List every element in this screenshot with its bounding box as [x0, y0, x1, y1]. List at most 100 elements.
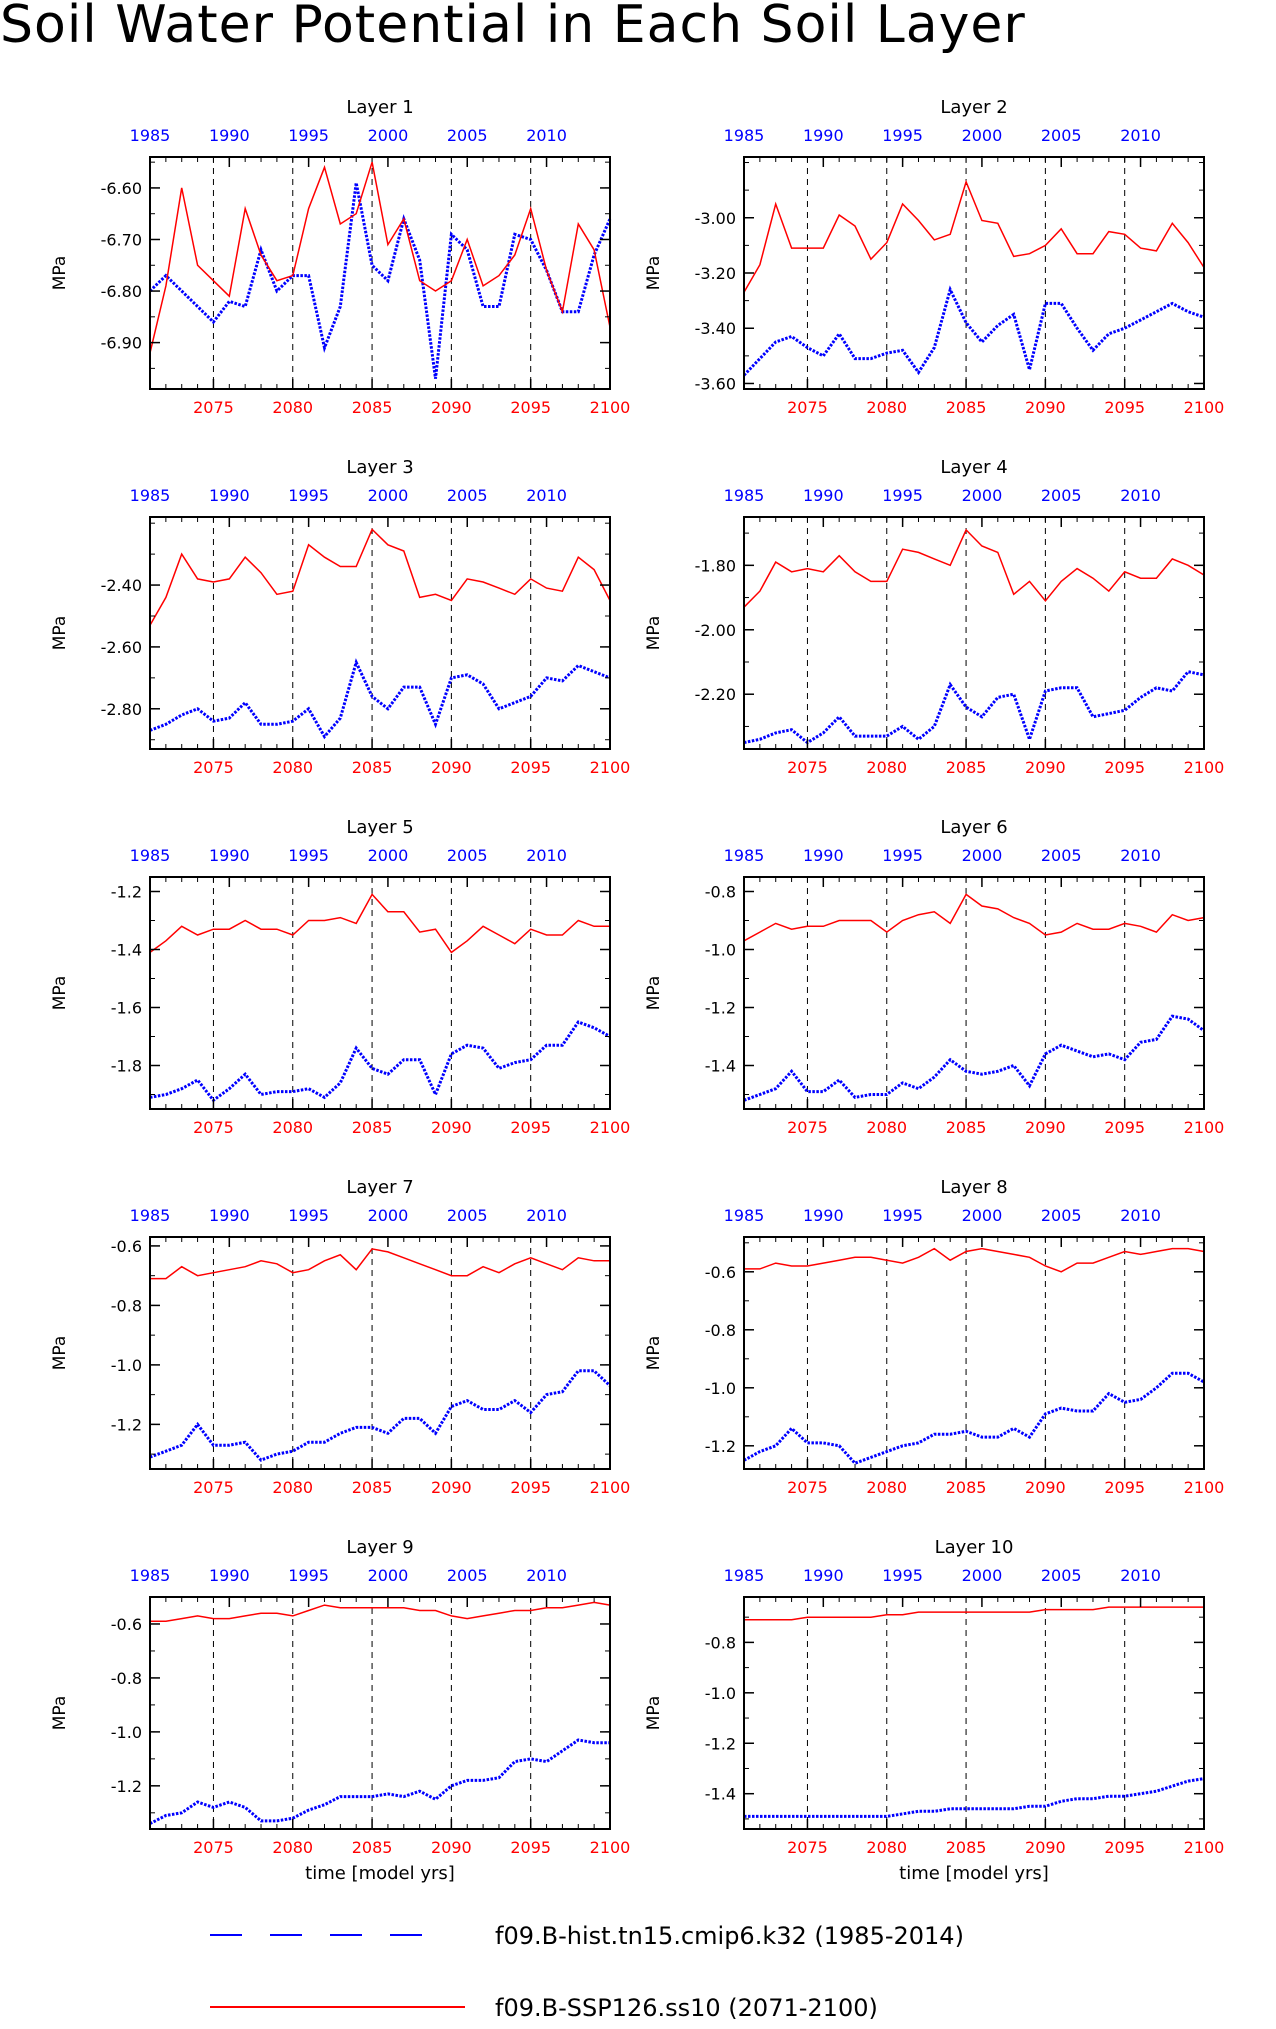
series-ssp-line [743, 893, 1205, 942]
x-tick-label-top: 2010 [526, 126, 567, 145]
x-tick-label-top: 1985 [130, 1206, 171, 1225]
y-tick-label: -0.8 [705, 1321, 736, 1340]
series-hist-line [149, 658, 611, 740]
x-tick-label-bottom: 2085 [352, 1118, 393, 1137]
y-tick-label: -1.2 [705, 1734, 736, 1753]
y-axis-label: MPa [644, 256, 664, 291]
y-tick-label: -1.6 [111, 999, 142, 1018]
plot-frame [743, 156, 1205, 390]
x-tick-label-top: 1990 [209, 1206, 250, 1225]
x-tick-label-bottom: 2095 [1104, 1118, 1145, 1137]
x-tick-label-bottom: 2080 [866, 1118, 907, 1137]
x-tick-label-bottom: 2100 [590, 1838, 631, 1857]
panel-title: Layer 6 [940, 817, 1007, 838]
y-tick-label: -1.2 [111, 1777, 142, 1796]
y-tick-label: -2.60 [101, 638, 142, 657]
x-tick-label-top: 2000 [368, 486, 409, 505]
x-tick-label-top: 2005 [1041, 486, 1082, 505]
x-tick-label-top: 1990 [803, 486, 844, 505]
panel-layer-2: Layer 2 MPa 2075 2080 2085 2090 2095 2100 1985 19… [644, 97, 1224, 417]
y-axis-label: MPa [50, 256, 70, 291]
panel-title: Layer 4 [940, 457, 1007, 478]
x-tick-label-bottom: 2090 [431, 1838, 472, 1857]
series-hist-line [149, 1738, 610, 1825]
panel-layer-3: Layer 3 MPa 2075 2080 2085 2090 2095 2100 1985 19… [50, 457, 630, 777]
y-tick-label: -1.0 [705, 1684, 736, 1703]
y-tick-label: -0.6 [111, 1615, 142, 1634]
series-hist-line [744, 1777, 1205, 1818]
plot-frame [149, 1596, 611, 1830]
x-tick-label-bottom: 2075 [787, 758, 828, 777]
series-ssp-line [743, 528, 1205, 608]
x-tick-label-top: 1990 [803, 846, 844, 865]
x-tick-label-bottom: 2100 [1184, 758, 1225, 777]
x-tick-label-bottom: 2095 [1104, 398, 1145, 417]
y-tick-label: -1.0 [111, 1356, 142, 1375]
x-tick-label-top: 2005 [447, 1566, 488, 1585]
x-tick-label-bottom: 2075 [193, 1478, 234, 1497]
y-tick-label: -0.6 [111, 1237, 142, 1256]
x-tick-label-top: 2010 [1120, 486, 1161, 505]
panel-title: Layer 3 [346, 457, 413, 478]
y-axis-label: MPa [50, 1336, 70, 1371]
plot-frame [743, 876, 1205, 1110]
x-tick-label-top: 2000 [962, 126, 1003, 145]
series-ssp-line [150, 1601, 611, 1623]
x-tick-label-bottom: 2085 [352, 1478, 393, 1497]
plot-frame [743, 1236, 1205, 1470]
panel-layer-10: Layer 10 MPa 2075 2080 2085 2090 2095 2100 1985 1… [644, 1537, 1224, 1884]
x-tick-label-bottom: 2090 [431, 1478, 472, 1497]
panel-layer-4: Layer 4 MPa 2075 2080 2085 2090 2095 2100 1985 19… [644, 457, 1224, 777]
x-tick-label-bottom: 2085 [352, 398, 393, 417]
y-tick-label: -3.40 [695, 319, 736, 338]
x-tick-label-bottom: 2090 [1025, 398, 1066, 417]
panel-layer-5: Layer 5 MPa 2075 2080 2085 2090 2095 2100 1985 19… [50, 817, 630, 1137]
x-tick-label-top: 1990 [803, 1566, 844, 1585]
x-tick-label-bottom: 2080 [272, 398, 313, 417]
series-hist-line [743, 670, 1205, 745]
x-tick-label-bottom: 2080 [272, 1478, 313, 1497]
x-tick-label-top: 1985 [724, 1566, 765, 1585]
y-tick-label: -0.8 [111, 1669, 142, 1688]
x-tick-label-top: 1995 [882, 486, 923, 505]
x-tick-label-bottom: 2090 [1025, 1838, 1066, 1857]
x-tick-label-bottom: 2085 [352, 1838, 393, 1857]
x-tick-label-top: 2010 [1120, 846, 1161, 865]
x-tick-label-bottom: 2095 [1104, 758, 1145, 777]
panel-layer-7: Layer 7 MPa 2075 2080 2085 2090 2095 2100 1985 19… [50, 1177, 630, 1497]
x-tick-label-top: 2010 [1120, 1206, 1161, 1225]
x-tick-label-bottom: 2090 [1025, 1478, 1066, 1497]
panel-title: Layer 1 [346, 97, 413, 118]
x-tick-label-top: 1985 [724, 1206, 765, 1225]
x-tick-label-top: 1985 [724, 486, 765, 505]
series-ssp-line [149, 893, 610, 954]
x-tick-label-top: 1985 [724, 846, 765, 865]
y-tick-label: -3.20 [695, 264, 736, 283]
x-tick-label-top: 1985 [724, 126, 765, 145]
x-tick-label-top: 1995 [288, 846, 329, 865]
panel-layer-1: Layer 1 MPa 2075 2080 2085 2090 2095 2100 1985 19… [50, 97, 630, 417]
panel-title: Layer 9 [346, 1537, 413, 1558]
y-tick-label: -1.2 [705, 999, 736, 1018]
x-tick-label-bottom: 2075 [787, 1478, 828, 1497]
y-tick-label: -6.60 [101, 179, 142, 198]
y-axis-label: MPa [644, 616, 664, 651]
x-tick-label-bottom: 2095 [510, 1118, 551, 1137]
x-tick-label-bottom: 2075 [787, 1838, 828, 1857]
x-tick-label-bottom: 2080 [272, 1118, 313, 1137]
x-tick-label-bottom: 2095 [1104, 1838, 1145, 1857]
x-tick-label-bottom: 2095 [510, 758, 551, 777]
x-tick-label-top: 2005 [1041, 1566, 1082, 1585]
legend: f09.B-hist.tn15.cmip6.k32 (1985-2014) f0… [210, 1922, 964, 2022]
y-tick-label: -1.0 [111, 1723, 142, 1742]
x-tick-label-top: 2000 [368, 126, 409, 145]
y-tick-label: -1.4 [705, 1785, 736, 1804]
plot-frame [149, 876, 611, 1110]
x-tick-label-top: 1995 [882, 126, 923, 145]
x-tick-label-top: 2000 [368, 1566, 409, 1585]
x-tick-label-top: 1990 [803, 126, 844, 145]
y-tick-label: -0.8 [705, 1633, 736, 1652]
x-axis-label: time [model yrs] [899, 1863, 1049, 1884]
y-tick-label: -6.90 [101, 334, 142, 353]
y-tick-label: -1.2 [705, 1437, 736, 1456]
